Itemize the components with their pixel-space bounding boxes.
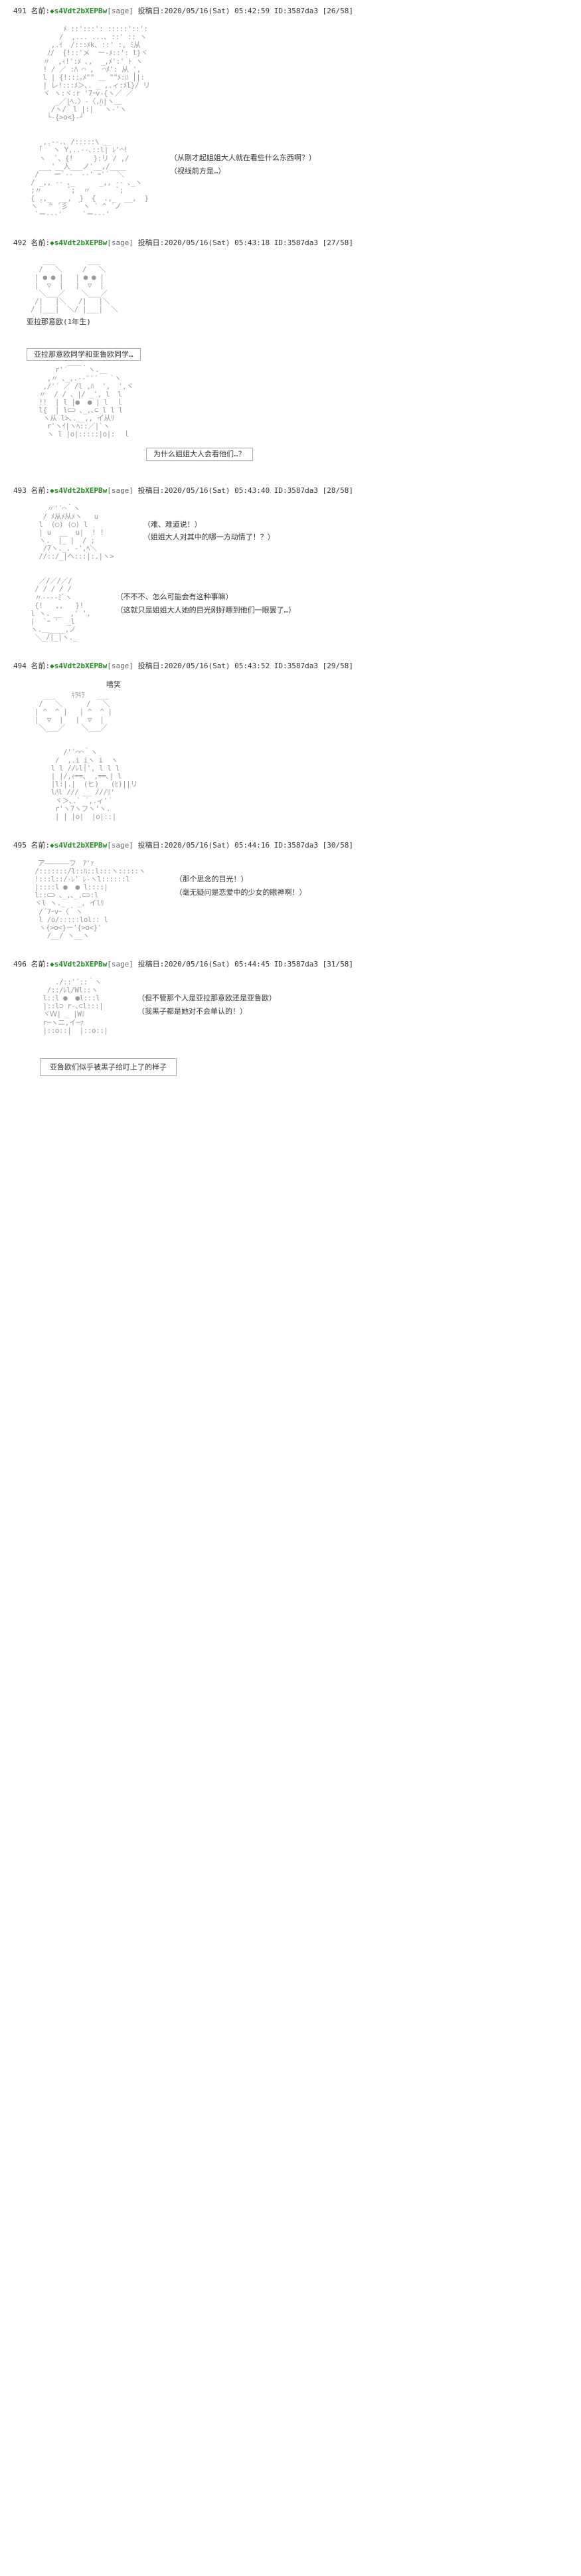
name-label: 名前:: [31, 486, 50, 495]
tripcode[interactable]: ◆s4Vdt2bXEPBw: [50, 960, 107, 968]
post-date: 2020/05/16(Sat) 05:43:40: [164, 486, 270, 495]
aa-art: ./::'´::｀ヽ /::/ﾚl/Wl::ヽ l::l ● ●l:::l |:…: [27, 978, 124, 1035]
aa-art: ／/／/／/ / / / / / 〃-‐‐-ﾐﾞヽ {! ,, }! l ヽ. …: [27, 577, 103, 642]
tripcode[interactable]: ◆s4Vdt2bXEPBw: [50, 662, 107, 670]
post-id: ID:3587da3: [274, 238, 318, 247]
aa-panel: ﾒ ::':::': :::::'::': / ,... ...､ ::' ::…: [27, 25, 568, 122]
aa-panel: /'´⌒⌒｀ヽ / ,.i iヽ i ヽ l l //ﾚl│', l l l |…: [27, 749, 568, 821]
sage-marker: [sage]: [107, 960, 133, 968]
post-number: 495: [13, 841, 27, 850]
sage-marker: [sage]: [107, 238, 133, 247]
sage-marker: [sage]: [107, 662, 133, 670]
name-label: 名前:: [31, 841, 50, 850]
date-label: 投稿日:: [138, 238, 165, 247]
aa-art: ア――――――フ ｱ'ｧ /:::::::/l::ﾊ::l:::ヽ:::::ヽ …: [27, 860, 162, 940]
name-label: 名前:: [31, 238, 50, 247]
dialogue-text: （视线前方是…）: [170, 165, 316, 178]
post-number: 494: [13, 662, 27, 670]
aa-panel: 〃'´⌒｀ヽ / ﾒ从ﾒ从ﾒヽ u l (○) (○) l | u __ u| …: [27, 505, 568, 561]
dialogue-text: （我黑子都是她对不会单认的！）: [137, 1005, 276, 1018]
post-count: [26/58]: [323, 7, 353, 15]
post-header: 492 名前:◆s4Vdt2bXEPBw[sage] 投稿日:2020/05/1…: [13, 238, 568, 247]
date-label: 投稿日:: [138, 486, 165, 495]
name-label: 名前:: [31, 662, 50, 670]
aa-panel: 亚拉那意欧同学和亚鲁欧同学… r'´￣￣｀ヽ.__ ,〃 ､_,.-‐''´ `…: [27, 343, 568, 466]
post-date: 2020/05/16(Sat) 05:43:18: [164, 238, 270, 247]
post-header: 491 名前:◆s4Vdt2bXEPBw[sage] 投稿日:2020/05/1…: [13, 7, 568, 15]
post-date: 2020/05/16(Sat) 05:44:16: [164, 841, 270, 850]
post-header: 494 名前:◆s4Vdt2bXEPBw[sage] 投稿日:2020/05/1…: [13, 662, 568, 670]
aa-panel: ___ ___ / ＼ / ＼ | ● ● | | ● ● | | ▽ | | …: [27, 257, 568, 326]
dialogue-text: （那个思念的目光！）: [175, 873, 307, 886]
post: 496 名前:◆s4Vdt2bXEPBw[sage] 投稿日:2020/05/1…: [13, 960, 568, 1076]
aa-art: /'´⌒⌒｀ヽ / ,.i iヽ i ヽ l l //ﾚl│', l l l |…: [27, 749, 568, 821]
post-number: 492: [13, 238, 27, 247]
aa-panel: ア――――――フ ｱ'ｧ /:::::::/l::ﾊ::l:::ヽ:::::ヽ …: [27, 860, 568, 940]
aa-art: r'´￣￣｀ヽ.__ ,〃 ､_,.-‐''´ `ヽ ,/'´ ／ /l ,ﾊ …: [27, 366, 568, 438]
post-date: 2020/05/16(Sat) 05:44:45: [164, 960, 270, 968]
dialogue-text: （这就只是姐姐大人她的目光刚好瞟到他们一眼罢了…）: [116, 604, 296, 617]
inset-label: 亚拉那意欧同学和亚鲁欧同学…: [27, 348, 141, 361]
dialogue-text: （不不不、怎么可能会有这种事嘛）: [116, 591, 296, 604]
dialogue-text: （难、难道说！）: [143, 518, 275, 531]
caption-text: 亚拉那意欧(1年生): [27, 318, 568, 326]
name-label: 名前:: [31, 960, 50, 968]
post-count: [28/58]: [323, 486, 353, 495]
aa-panel: 嘻笑 ___ ｷﾗｷﾗ ___ / ＼ / ＼ | ^ ^ | | ^ ^ | …: [27, 680, 568, 732]
post-number: 496: [13, 960, 27, 968]
post-count: [30/58]: [323, 841, 353, 850]
date-label: 投稿日:: [138, 7, 165, 15]
post-id: ID:3587da3: [274, 662, 318, 670]
post-header: 496 名前:◆s4Vdt2bXEPBw[sage] 投稿日:2020/05/1…: [13, 960, 568, 968]
sage-marker: [sage]: [107, 486, 133, 495]
post: 494 名前:◆s4Vdt2bXEPBw[sage] 投稿日:2020/05/1…: [13, 662, 568, 821]
post-count: [27/58]: [323, 238, 353, 247]
post-count: [29/58]: [323, 662, 353, 670]
post-id: ID:3587da3: [274, 486, 318, 495]
aa-art: ,.--.､ /:::::\ __ ｢ ｀ヽ Y,..--､::l| ﾚ'⌒! …: [27, 138, 157, 219]
post-header: 495 名前:◆s4Vdt2bXEPBw[sage] 投稿日:2020/05/1…: [13, 841, 568, 850]
tripcode[interactable]: ◆s4Vdt2bXEPBw: [50, 841, 107, 850]
tripcode[interactable]: ◆s4Vdt2bXEPBw: [50, 238, 107, 247]
sage-marker: [sage]: [107, 841, 133, 850]
post-id: ID:3587da3: [274, 841, 318, 850]
aa-panel: ./::'´::｀ヽ /::/ﾚl/Wl::ヽ l::l ● ●l:::l |:…: [27, 978, 568, 1035]
dialogue-text: （但不管那个人是亚拉那意欧还是亚鲁欧）: [137, 992, 276, 1005]
aa-panel: ／/／/／/ / / / / / 〃-‐‐-ﾐﾞヽ {! ,, }! l ヽ. …: [27, 577, 568, 642]
post: 493 名前:◆s4Vdt2bXEPBw[sage] 投稿日:2020/05/1…: [13, 486, 568, 642]
post-count: [31/58]: [323, 960, 353, 968]
tripcode[interactable]: ◆s4Vdt2bXEPBw: [50, 7, 107, 15]
post: 495 名前:◆s4Vdt2bXEPBw[sage] 投稿日:2020/05/1…: [13, 841, 568, 940]
aa-art: ___ ___ / ＼ / ＼ | ● ● | | ● ● | | ▽ | | …: [27, 257, 568, 314]
dialogue-text: （从刚才起姐姐大人就在看些什么东西啊？）: [170, 151, 316, 165]
date-label: 投稿日:: [138, 841, 165, 850]
sage-marker: [sage]: [107, 7, 133, 15]
post-number: 493: [13, 486, 27, 495]
aa-art: ﾒ ::':::': :::::'::': / ,... ...､ ::' ::…: [27, 25, 568, 122]
aa-art: 〃'´⌒｀ヽ / ﾒ从ﾒ从ﾒヽ u l (○) (○) l | u __ u| …: [27, 505, 130, 561]
episode-title-box: 亚鲁欧们似乎被黑子给盯上了的样子: [40, 1058, 177, 1076]
name-label: 名前:: [31, 7, 50, 15]
post-id: ID:3587da3: [274, 960, 318, 968]
tripcode[interactable]: ◆s4Vdt2bXEPBw: [50, 486, 107, 495]
post-date: 2020/05/16(Sat) 05:42:59: [164, 7, 270, 15]
post: 492 名前:◆s4Vdt2bXEPBw[sage] 投稿日:2020/05/1…: [13, 238, 568, 466]
dialogue-text: 嘻笑: [106, 680, 568, 689]
post-date: 2020/05/16(Sat) 05:43:52: [164, 662, 270, 670]
dialogue-text: 为什么姐姐大人会看他们…？: [146, 448, 253, 460]
date-label: 投稿日:: [138, 960, 165, 968]
post-header: 493 名前:◆s4Vdt2bXEPBw[sage] 投稿日:2020/05/1…: [13, 486, 568, 495]
dialogue-text: （姐姐大人对其中的哪一方动情了！？）: [143, 531, 275, 544]
aa-art: ___ ｷﾗｷﾗ ___ / ＼ / ＼ | ^ ^ | | ^ ^ | | ▽…: [27, 691, 568, 731]
dialogue-text: （毫无疑问是恋爱中的少女的眼神啊！）: [175, 886, 307, 899]
post: 491 名前:◆s4Vdt2bXEPBw[sage] 投稿日:2020/05/1…: [13, 7, 568, 219]
aa-panel: ,.--.､ /:::::\ __ ｢ ｀ヽ Y,..--､::l| ﾚ'⌒! …: [27, 138, 568, 219]
date-label: 投稿日:: [138, 662, 165, 670]
post-number: 491: [13, 7, 27, 15]
post-id: ID:3587da3: [274, 7, 318, 15]
